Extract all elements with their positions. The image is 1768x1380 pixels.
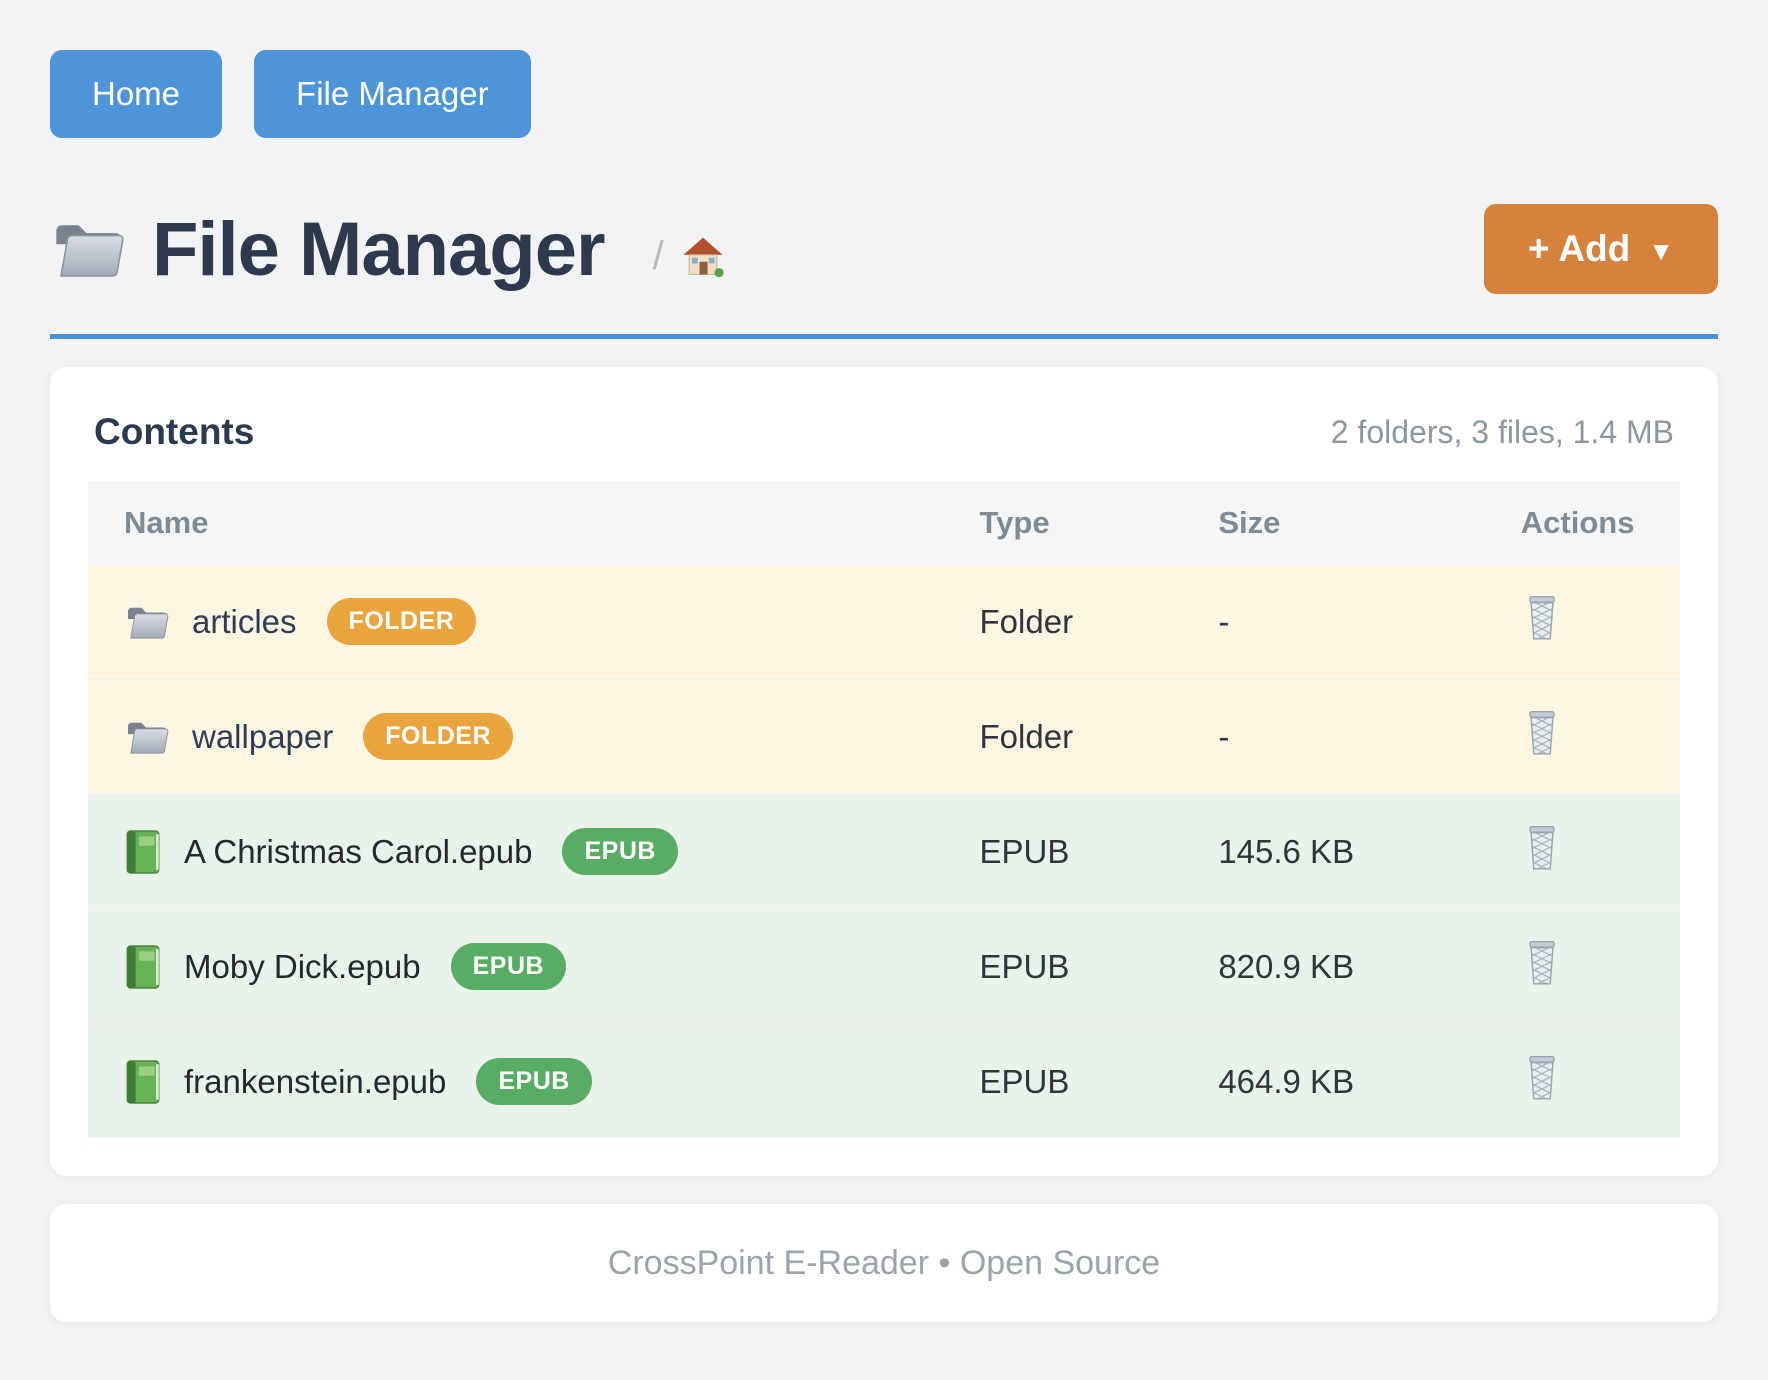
contents-card: Contents 2 folders, 3 files, 1.4 MB Name… [50,367,1718,1176]
item-size: - [1218,717,1230,755]
table-row[interactable]: wallpaper FOLDER Folder - [88,678,1680,793]
delete-button[interactable] [1521,940,1563,986]
item-name[interactable]: articles [192,602,297,640]
folder-icon [124,603,170,641]
table-row[interactable]: articles FOLDER Folder - [88,565,1680,678]
folder-icon [124,718,170,756]
delete-button[interactable] [1521,710,1563,756]
add-button[interactable]: + Add ▼ [1483,204,1718,294]
green-book-icon [124,829,162,875]
column-header-name: Name [124,505,209,540]
table-header: Name Type Size Actions [88,481,1680,565]
green-book-icon [124,1059,162,1105]
item-name[interactable]: A Christmas Carol.epub [184,832,533,870]
top-nav: Home File Manager [50,50,1718,138]
folder-icon [50,217,126,281]
wastebasket-icon [1521,940,1563,986]
column-header-type: Type [979,505,1050,540]
wastebasket-icon [1521,1055,1563,1101]
table-row[interactable]: A Christmas Carol.epub EPUB EPUB 145.6 K… [88,793,1680,908]
item-type: EPUB [979,947,1070,985]
title-divider [50,334,1718,339]
breadcrumb-separator: / [652,233,664,278]
item-type: EPUB [979,1062,1070,1100]
item-name[interactable]: wallpaper [192,717,334,755]
table-row[interactable]: Moby Dick.epub EPUB EPUB 820.9 KB [88,908,1680,1023]
item-type: EPUB [979,832,1070,870]
epub-badge: EPUB [450,943,567,990]
wastebasket-icon [1521,825,1563,871]
item-size: 145.6 KB [1218,832,1355,870]
item-size: 464.9 KB [1218,1062,1355,1100]
column-header-size: Size [1218,505,1281,540]
chevron-down-icon: ▼ [1648,235,1674,266]
item-type: Folder [979,602,1074,640]
item-name[interactable]: frankenstein.epub [184,1062,447,1100]
delete-button[interactable] [1521,825,1563,871]
page-title: File Manager [152,206,606,292]
footer: CrossPoint E-Reader • Open Source [50,1204,1718,1322]
table-row[interactable]: frankenstein.epub EPUB EPUB 464.9 KB [88,1023,1680,1138]
green-book-icon [124,944,162,990]
page-header: File Manager / + Add ▼ [50,204,1718,294]
page: Home File Manager File Manager / + Add ▼… [50,50,1718,1322]
breadcrumb: / [653,233,726,279]
footer-text: CrossPoint E-Reader • Open Source [607,1243,1161,1282]
contents-heading: Contents [94,411,255,452]
epub-badge: EPUB [562,828,678,875]
folder-badge: FOLDER [326,598,477,645]
item-size: 820.9 KB [1218,947,1355,985]
wastebasket-icon [1521,710,1563,756]
add-button-label: + Add [1527,228,1631,269]
item-name[interactable]: Moby Dick.epub [184,947,421,985]
item-type: Folder [979,717,1074,755]
wastebasket-icon [1521,595,1563,641]
epub-badge: EPUB [476,1058,592,1105]
folder-badge: FOLDER [363,713,514,760]
file-manager-button[interactable]: File Manager [254,50,531,138]
home-button[interactable]: Home [50,50,223,138]
delete-button[interactable] [1521,1055,1563,1101]
item-size: - [1218,602,1230,640]
contents-summary: 2 folders, 3 files, 1.4 MB [1330,413,1674,450]
file-table: Name Type Size Actions articles FOLDER F… [88,481,1680,1138]
column-header-actions: Actions [1520,505,1635,540]
delete-button[interactable] [1521,595,1563,641]
house-icon[interactable] [680,233,726,279]
